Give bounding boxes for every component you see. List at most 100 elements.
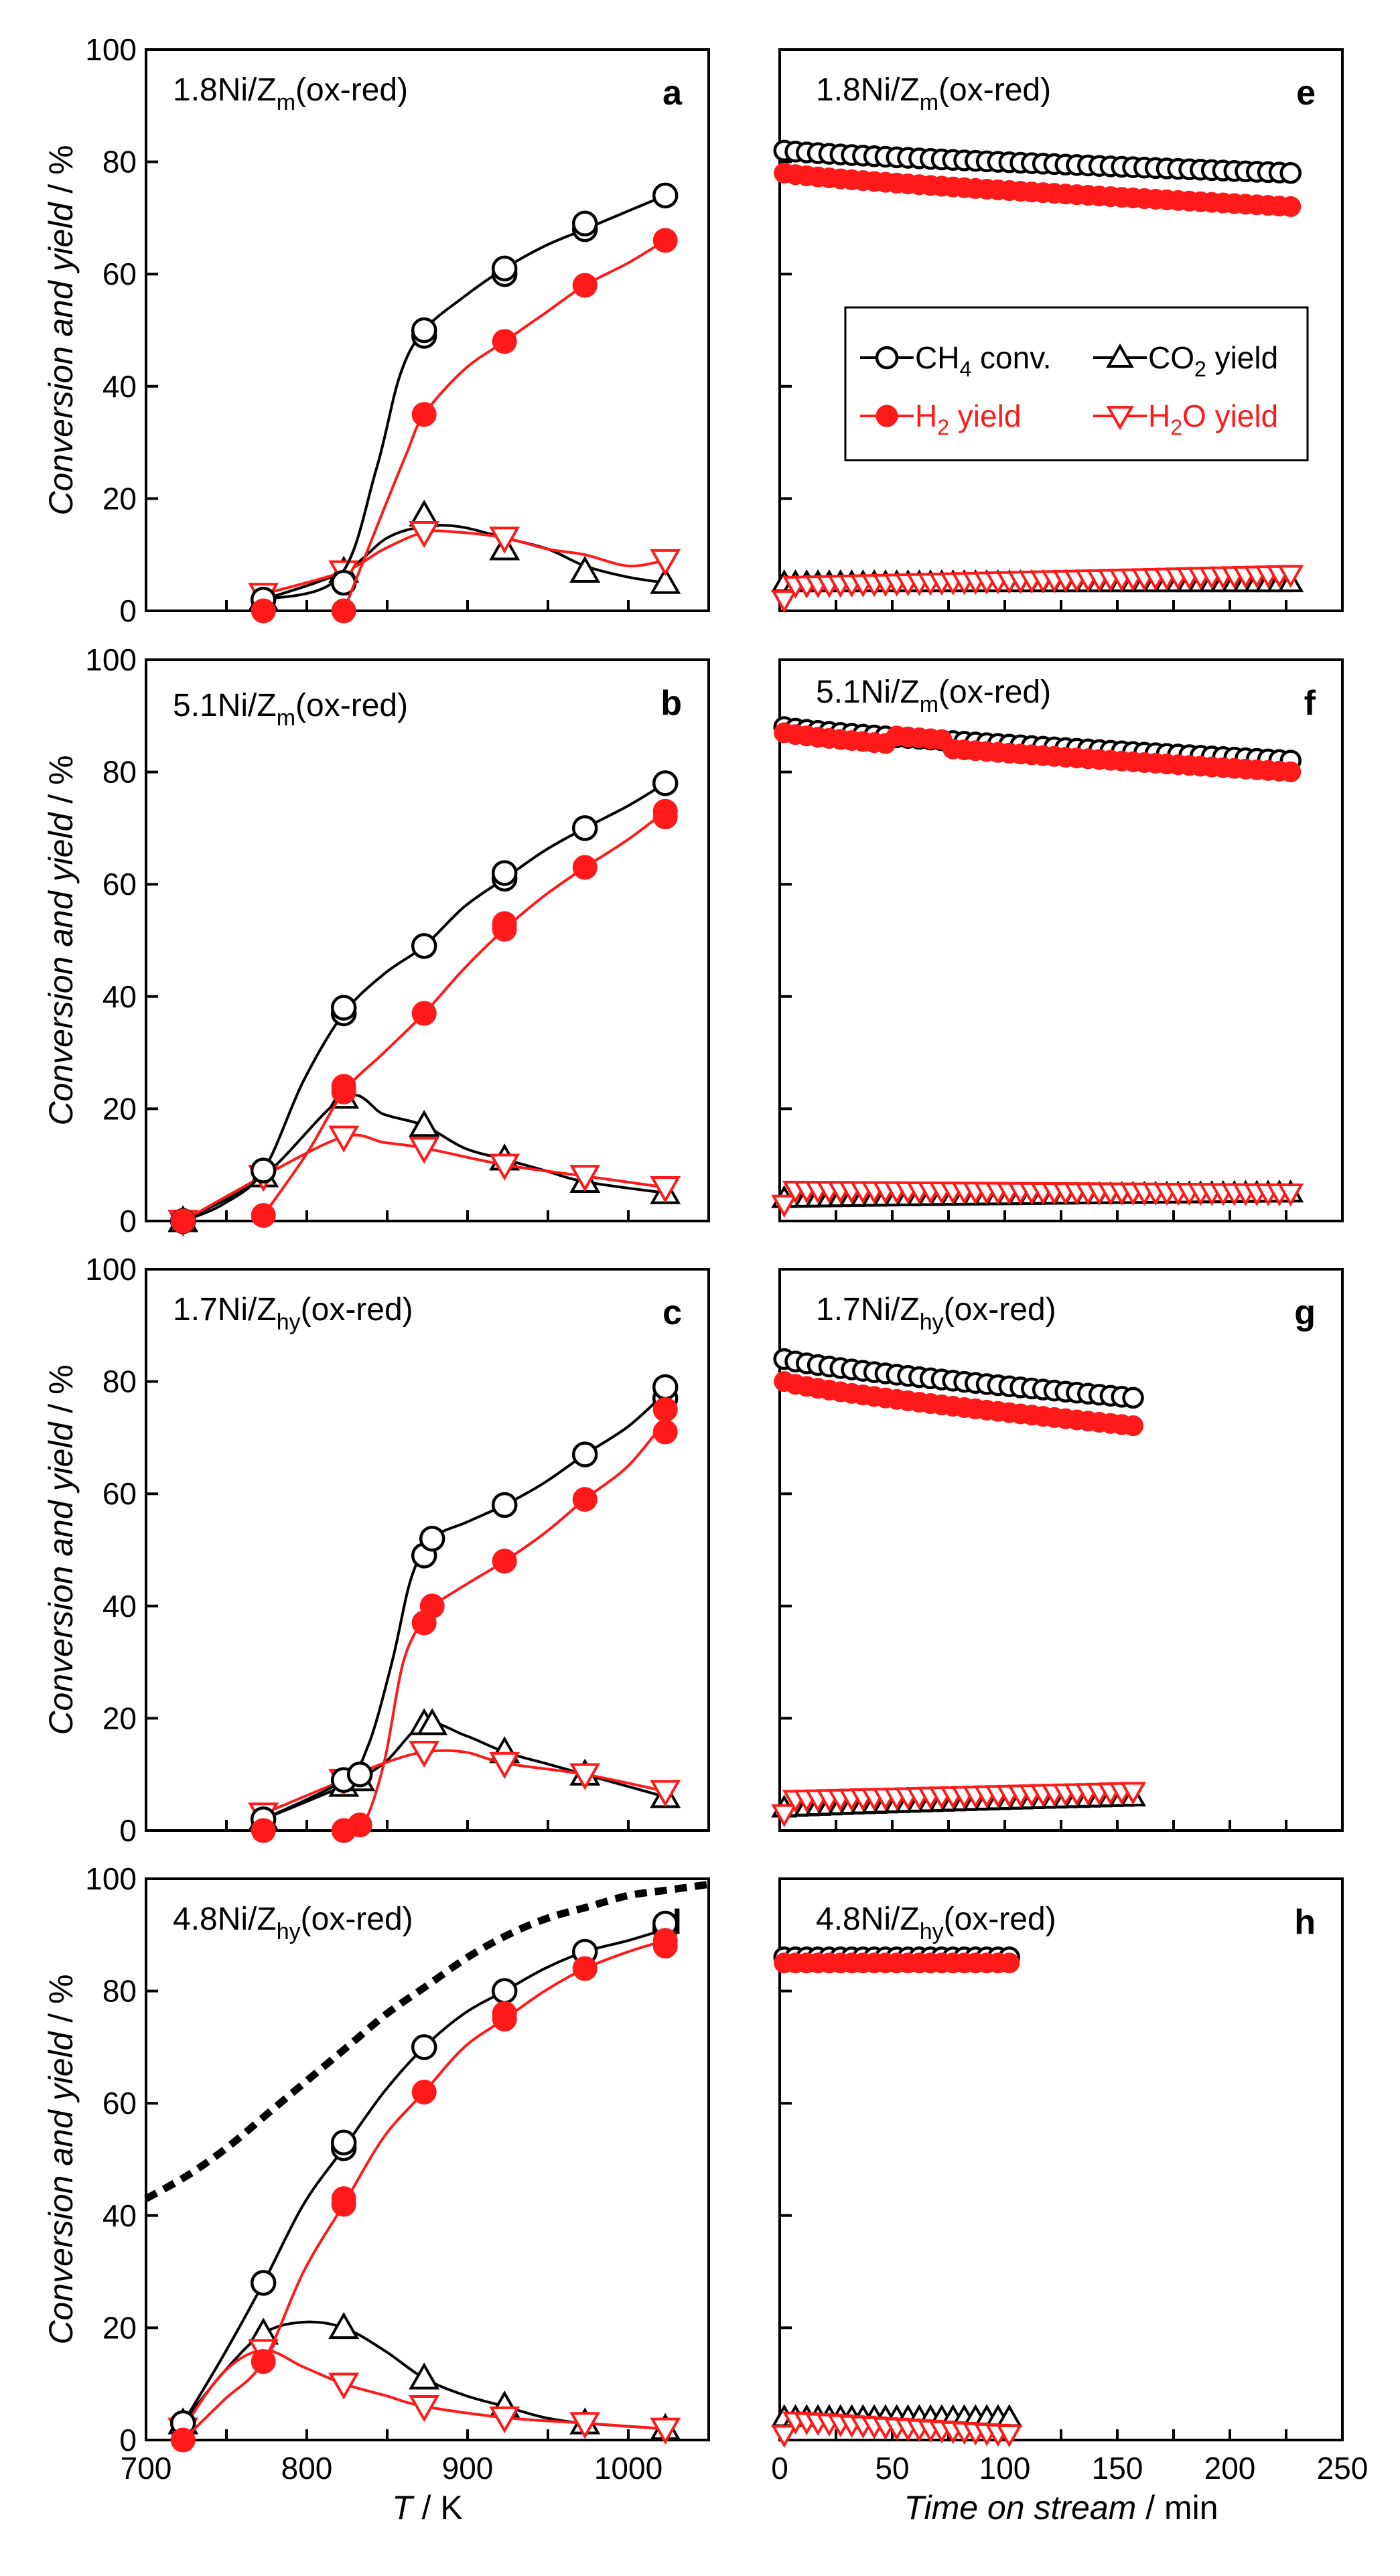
panel-letter: e — [1296, 74, 1316, 113]
x-tick-label: 800 — [281, 2451, 333, 2486]
panel-d: 0 20 40 60 80 100 700 800 900 1000 4.8Ni/Zhy(ox-re… — [42, 1861, 710, 2486]
data-point — [409, 2395, 440, 2423]
legend-label-rest: yield — [949, 399, 1021, 433]
data-point — [571, 1441, 598, 1468]
plot-frame — [778, 1268, 1344, 1832]
legend-label-rest: conv. — [971, 340, 1051, 375]
data-point — [1280, 761, 1302, 782]
y-tick-label: 40 — [102, 1589, 137, 1624]
data-point — [1277, 565, 1304, 588]
data-point — [489, 526, 520, 554]
series-h2 — [774, 162, 1302, 217]
data-point — [492, 2001, 517, 2026]
y-tick-label: 80 — [102, 1974, 137, 2009]
series-line — [262, 810, 667, 1216]
series-h2o — [248, 521, 681, 610]
series-h2o — [771, 1782, 1147, 1827]
data-point — [411, 402, 437, 427]
legend-label-rest: O yield — [1182, 399, 1278, 433]
data-point — [652, 228, 678, 253]
y-tick-label: 100 — [85, 1252, 137, 1287]
data-point — [409, 1137, 440, 1164]
data-point — [251, 1203, 276, 1228]
data-point — [1279, 161, 1302, 184]
data-point — [771, 1804, 798, 1827]
y-tick-label: 20 — [102, 1091, 137, 1126]
data-point — [417, 1708, 448, 1735]
data-point — [328, 1125, 360, 1153]
data-point — [347, 1812, 372, 1838]
y-axis-label: Conversion and yield / % — [42, 145, 80, 515]
data-point — [491, 1978, 518, 2004]
data-point — [328, 2372, 360, 2400]
series-h2 — [774, 722, 1302, 782]
data-point — [411, 2034, 437, 2060]
data-point — [250, 1157, 277, 1184]
series-h2 — [774, 1952, 1020, 1974]
panel-a: 0 20 40 60 80 100 1.8Ni/Zm(ox-red) a Conversion … — [42, 32, 710, 628]
sample-label: 1.8Ni/Zm(ox-red) — [173, 72, 408, 115]
legend-label-sub: 4 — [959, 357, 971, 381]
legend-item-ch4: CH4 conv. — [860, 340, 1052, 381]
y-tick-label: 40 — [102, 2198, 137, 2233]
data-point — [650, 2417, 681, 2445]
sample-label: 5.1Ni/Zm(ox-red) — [816, 674, 1051, 717]
panel-h: 0 50 100 150 200 250 4.8Ni/Zhy(ox-red) h — [771, 1877, 1368, 2486]
data-point — [572, 855, 598, 880]
y-tick-label: 80 — [102, 1364, 137, 1399]
x-tick-label: 100 — [979, 2451, 1031, 2486]
panel-letter: b — [660, 684, 682, 723]
plot-frame — [145, 658, 710, 1222]
y-tick-label: 0 — [119, 2423, 137, 2457]
legend-label-sub: 2 — [937, 415, 949, 439]
y-axis-label: Conversion and yield / % — [42, 755, 80, 1125]
y-tick-label: 40 — [102, 979, 137, 1014]
y-tick-label: 0 — [119, 1813, 137, 1848]
legend-box — [844, 306, 1309, 461]
y-tick-label: 60 — [102, 1476, 137, 1511]
y-tick-label: 20 — [102, 481, 137, 516]
panel-letter: g — [1294, 1293, 1316, 1332]
data-point — [419, 1525, 445, 1552]
legend-item-h2o: H2O yield — [1093, 399, 1278, 439]
data-point — [409, 1741, 440, 1768]
data-point — [251, 2349, 276, 2374]
data-point — [170, 2427, 196, 2453]
y-tick-label: 100 — [85, 1861, 137, 1896]
y-tick-label: 60 — [102, 257, 137, 291]
y-tick-label: 60 — [102, 867, 137, 902]
data-point — [572, 1956, 598, 1981]
legend-label: H2O yield — [1148, 399, 1278, 439]
series-h2o — [167, 1125, 681, 1237]
data-point — [569, 2412, 601, 2439]
data-point — [996, 2424, 1023, 2448]
data-point — [489, 1153, 520, 1181]
data-point — [652, 1928, 678, 1953]
y-tick-label: 40 — [102, 369, 137, 404]
legend: CH4 conv. CO2 yield H2 yield H2O yield — [844, 306, 1309, 461]
x-axis-label-temperature: T / K — [392, 2489, 463, 2526]
panel-letter: f — [1304, 684, 1316, 723]
data-point — [652, 1374, 679, 1401]
legend-item-h2: H2 yield — [860, 399, 1021, 439]
series-ch4 — [773, 1348, 1144, 1409]
legend-label-sub: 2 — [1194, 357, 1206, 381]
panel-letter: h — [1294, 1903, 1316, 1942]
series-line — [263, 1391, 667, 1821]
data-point — [1122, 1386, 1144, 1409]
y-tick-label: 100 — [85, 32, 137, 67]
data-point — [411, 2079, 437, 2104]
series-ch4 — [250, 182, 679, 613]
data-point — [251, 1818, 276, 1843]
series-co2 — [248, 1708, 681, 1831]
data-point — [572, 273, 598, 298]
data-point — [492, 1549, 517, 1574]
series-ch4 — [250, 1374, 679, 1833]
data-point — [771, 1194, 798, 1218]
data-point — [411, 933, 437, 959]
plot-frame — [145, 48, 710, 612]
data-point — [251, 598, 276, 624]
series-h2o — [771, 1180, 1304, 1218]
legend-item-co2: CO2 yield — [1093, 340, 1278, 381]
